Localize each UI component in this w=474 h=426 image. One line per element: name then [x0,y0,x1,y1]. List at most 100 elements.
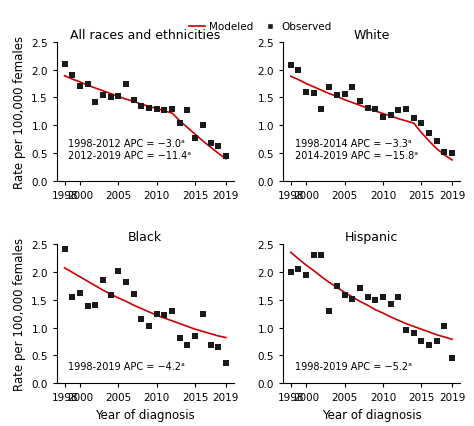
Point [146,323,153,330]
Point [341,91,348,98]
X-axis label: Year of diagnosis: Year of diagnosis [95,408,195,421]
Point [387,112,394,119]
Point [61,61,68,68]
Point [310,90,318,97]
Point [168,308,176,314]
Point [394,294,402,301]
Point [214,143,222,150]
Text: 1998-2019 APC = −5.2ᵃ: 1998-2019 APC = −5.2ᵃ [295,361,411,371]
Point [153,311,161,317]
Point [214,344,222,351]
Point [372,296,379,303]
Point [356,99,364,106]
Point [122,279,130,285]
Point [130,291,137,298]
Point [107,292,114,299]
Point [310,252,318,259]
Point [379,114,387,121]
Point [191,135,199,142]
Point [448,355,456,362]
Point [137,316,145,323]
X-axis label: Year of diagnosis: Year of diagnosis [321,408,421,421]
Point [348,85,356,92]
Point [287,63,294,69]
Point [448,150,456,157]
Point [295,266,302,273]
Point [379,294,387,301]
Point [222,153,230,160]
Point [325,85,333,92]
Y-axis label: Rate per 100,000 females: Rate per 100,000 females [13,237,26,390]
Point [115,94,122,101]
Point [107,95,114,102]
Point [76,290,84,296]
Point [168,106,176,113]
Point [318,106,325,113]
Title: Black: Black [128,230,162,243]
Point [295,67,302,74]
Point [99,277,107,284]
Point [410,115,418,122]
Point [207,342,214,349]
Point [91,99,99,106]
Title: White: White [353,29,390,41]
Y-axis label: Rate per 100,000 females: Rate per 100,000 females [13,36,26,189]
Point [348,295,356,302]
Point [387,301,394,308]
Point [76,83,84,90]
Point [302,271,310,278]
Point [199,311,207,317]
Point [137,103,145,110]
Title: Hispanic: Hispanic [345,230,398,243]
Point [394,107,402,114]
Point [61,247,68,253]
Point [441,150,448,156]
Point [433,338,440,345]
Point [176,120,183,127]
Point [333,282,341,289]
Point [153,106,161,113]
Point [84,303,91,310]
Text: 1998-2014 APC = −3.3ᵃ
2014-2019 APC = −15.8ᵃ: 1998-2014 APC = −3.3ᵃ 2014-2019 APC = −1… [295,139,418,161]
Point [99,92,107,99]
Point [68,294,76,301]
Legend: Modeled, Observed: Modeled, Observed [185,18,336,36]
Title: All races and ethnicities: All races and ethnicities [70,29,220,41]
Point [318,252,325,259]
Point [68,72,76,79]
Point [364,294,371,301]
Point [341,292,348,299]
Point [302,89,310,96]
Point [146,105,153,112]
Point [364,105,371,112]
Point [115,268,122,274]
Point [325,308,333,314]
Point [207,141,214,147]
Point [402,106,410,113]
Point [161,312,168,319]
Text: 1998-2019 APC = −4.2ᵃ: 1998-2019 APC = −4.2ᵃ [68,361,185,371]
Point [418,338,425,345]
Point [184,107,191,114]
Point [418,120,425,127]
Point [222,360,230,366]
Point [122,81,130,88]
Point [425,342,433,349]
Text: 1998-2012 APC = −3.0ᵃ
2012-2019 APC = −11.4ᵃ: 1998-2012 APC = −3.0ᵃ 2012-2019 APC = −1… [68,139,191,161]
Point [433,138,440,145]
Point [402,327,410,334]
Point [372,106,379,113]
Point [91,302,99,309]
Point [184,342,191,349]
Point [130,98,137,104]
Point [176,334,183,341]
Point [425,130,433,137]
Point [441,323,448,330]
Point [287,269,294,276]
Point [191,333,199,340]
Point [356,285,364,292]
Point [199,123,207,130]
Point [333,92,341,99]
Point [410,330,418,337]
Point [161,108,168,115]
